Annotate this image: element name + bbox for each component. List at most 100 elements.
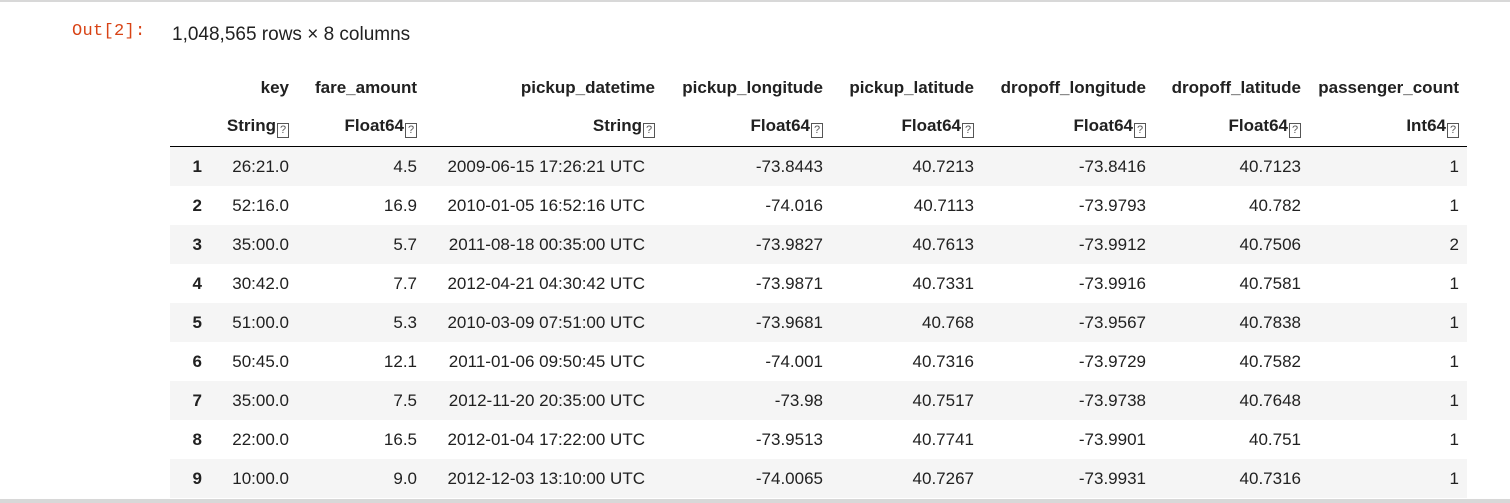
row-index: 3 [170,225,210,264]
type-name: Float64 [901,115,961,135]
table-row: 1 26:21.0 4.5 2009-06-15 17:26:21 UTC -7… [170,146,1467,186]
table-cell: 40.7648 [1154,381,1309,420]
table-cell: 40.7582 [1239,351,1301,371]
table-row: 5 51:00.0 5.3 2010-03-09 07:51:00 UTC -7… [170,303,1467,342]
table-cell: -73.9567 [982,303,1154,342]
dataframe-summary: 1,048,565 rows × 8 columns [172,24,411,45]
table-cell: -73.9901 [1078,429,1146,449]
row-index: 7 [170,381,210,420]
table-cell: 5.7 [297,225,425,264]
table-cell: 1 [1449,195,1459,215]
table-cell: 2012-01-04 17:22:00 UTC [447,429,645,449]
output-prompt: Out[2]: [72,22,146,41]
table-row: 2 52:16.0 16.9 2010-01-05 16:52:16 UTC -… [170,186,1467,225]
table-cell: 2009-06-15 17:26:21 UTC [425,146,663,186]
table-cell: 1 [1309,381,1467,420]
row-index: 8 [192,429,202,449]
table-cell: 40.7113 [913,195,974,215]
missing-glyph-icon: ? [1134,122,1146,138]
table-cell: 1 [1309,146,1467,186]
column-type: String? [425,107,663,147]
table-cell: 1 [1449,351,1459,371]
index-header [170,68,210,107]
missing-glyph-icon: ? [1447,122,1459,138]
table-cell: 4.5 [297,146,425,186]
table-cell: 16.9 [383,195,417,215]
column-type: Float64? [297,107,425,147]
table-cell: 40.782 [1249,195,1301,215]
table-cell: 40.7316 [912,351,974,371]
column-header[interactable]: dropoff_longitude [1000,77,1146,97]
column-header[interactable]: fare_amount [314,77,417,97]
table-cell: 40.7506 [1154,225,1309,264]
type-name: Float64 [344,115,404,135]
table-cell: 2010-03-09 07:51:00 UTC [425,303,663,342]
column-header[interactable]: passenger_count [1318,77,1459,97]
table-cell: 51:00.0 [210,303,297,342]
table-cell: -73.9793 [1078,195,1146,215]
table-cell: 35:00.0 [210,225,297,264]
table-body: 1 26:21.0 4.5 2009-06-15 17:26:21 UTC -7… [170,146,1467,498]
column-type: Float64? [982,107,1154,147]
row-index: 6 [192,351,202,371]
row-index: 2 [192,195,202,215]
table-row: 6 50:45.0 12.1 2011-01-06 09:50:45 UTC -… [170,342,1467,381]
table-cell: -74.0065 [663,459,831,498]
table-cell: 40.7267 [831,459,982,498]
table-cell: 1 [1449,429,1459,449]
type-name: Float64 [1073,115,1133,135]
table-cell: -73.9827 [663,225,831,264]
table-cell: 1 [1309,459,1467,498]
table-cell: 9.0 [297,459,425,498]
table-cell: -73.9871 [755,273,823,293]
table-cell: -73.98 [663,381,831,420]
table-cell: -73.9912 [982,225,1154,264]
table-cell: 22:00.0 [232,429,289,449]
missing-glyph-icon: ? [277,122,289,138]
table-cell: 2011-01-06 09:50:45 UTC [448,351,645,371]
column-header[interactable]: pickup_longitude [682,77,823,97]
column-header[interactable]: dropoff_latitude [1171,77,1301,97]
table-cell: -74.001 [765,351,823,371]
table-cell: -73.9931 [982,459,1154,498]
dataframe-table: key fare_amount pickup_datetime pickup_l… [170,68,1467,498]
missing-glyph-icon: ? [811,122,823,138]
type-name: Float64 [1228,115,1288,135]
column-header[interactable]: pickup_datetime [520,77,655,97]
table-cell: 40.7517 [831,381,982,420]
table-cell: 35:00.0 [210,381,297,420]
table-cell: -73.9916 [1078,273,1146,293]
table-cell: 10:00.0 [210,459,297,498]
table-cell: -73.9738 [982,381,1154,420]
table-cell: 2010-01-05 16:52:16 UTC [447,195,645,215]
table-cell: 2 [1309,225,1467,264]
table-cell: 1 [1449,273,1459,293]
table-cell: 30:42.0 [232,273,289,293]
table-cell: 16.5 [383,429,417,449]
table-cell: 1 [1309,303,1467,342]
table-cell: 50:45.0 [232,351,289,371]
missing-glyph-icon: ? [643,122,655,138]
table-row: 7 35:00.0 7.5 2012-11-20 20:35:00 UTC -7… [170,381,1467,420]
table-cell: 5.3 [297,303,425,342]
table-cell: 2012-04-21 04:30:42 UTC [447,273,645,293]
table-cell: 40.7581 [1239,273,1301,293]
column-header[interactable]: key [260,77,289,97]
index-type-header [170,107,210,147]
table-cell: -73.8443 [663,146,831,186]
dataframe-table-container: key fare_amount pickup_datetime pickup_l… [170,68,1467,498]
table-cell: 40.7613 [831,225,982,264]
table-cell: 2012-11-20 20:35:00 UTC [425,381,663,420]
table-cell: 7.5 [297,381,425,420]
type-name: String [592,115,642,135]
table-cell: 7.7 [393,273,417,293]
header-row: key fare_amount pickup_datetime pickup_l… [170,68,1467,107]
table-cell: 40.7213 [831,146,982,186]
column-header[interactable]: pickup_latitude [849,77,974,97]
missing-glyph-icon: ? [405,122,417,138]
type-name: String [226,115,276,135]
table-row: 4 30:42.0 7.7 2012-04-21 04:30:42 UTC -7… [170,264,1467,303]
row-index: 4 [192,273,202,293]
table-cell: 40.7741 [912,429,974,449]
